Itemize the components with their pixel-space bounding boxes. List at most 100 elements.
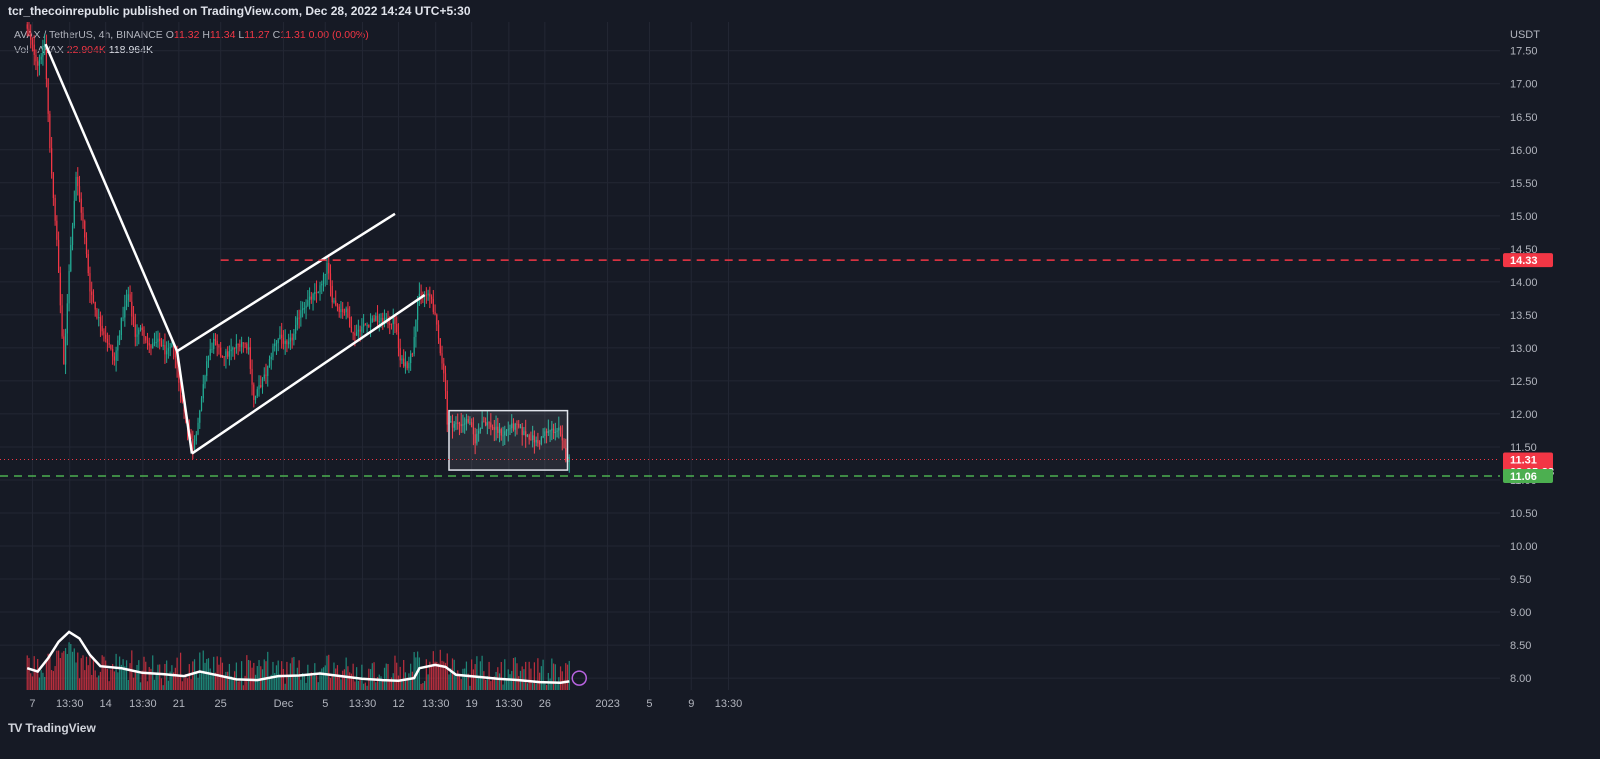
volume-bar bbox=[37, 658, 39, 690]
volume-bar bbox=[56, 650, 58, 690]
volume-bar bbox=[458, 675, 461, 690]
y-tick-label: 9.00 bbox=[1510, 607, 1531, 619]
channel-upper-line bbox=[176, 212, 396, 353]
volume-bar bbox=[181, 681, 183, 690]
candle-body bbox=[211, 349, 213, 351]
volume-bar bbox=[357, 681, 359, 690]
volume-label[interactable]: Vol · AVAX bbox=[14, 44, 64, 56]
candle-body bbox=[457, 422, 459, 424]
time-axis[interactable]: 7 13:30 14 13:30 21 25 Dec 5 13:30 12 13:30 19 13:30… bbox=[29, 698, 742, 710]
candle-body bbox=[417, 298, 419, 320]
volume-bar bbox=[240, 661, 243, 690]
candle-body bbox=[57, 239, 60, 273]
volume-bar bbox=[282, 668, 285, 690]
volume-bar bbox=[192, 661, 194, 690]
volume-bar bbox=[162, 685, 164, 690]
y-tick-label: 16.00 bbox=[1510, 145, 1538, 157]
volume-bar bbox=[533, 662, 536, 690]
open-label: O bbox=[165, 29, 174, 41]
candle-body bbox=[441, 353, 443, 364]
candle-body bbox=[479, 428, 481, 431]
volume-bar bbox=[366, 685, 368, 690]
candle-body bbox=[66, 303, 68, 334]
x-tick-label: 25 bbox=[215, 698, 227, 710]
candle-body bbox=[45, 44, 48, 80]
volume-bar bbox=[173, 672, 175, 690]
tradingview-logo[interactable]: TV TradingView bbox=[8, 721, 96, 735]
volume-bar bbox=[44, 676, 46, 690]
candle-body bbox=[540, 437, 542, 444]
candle-body bbox=[87, 254, 89, 274]
candle-body bbox=[251, 368, 253, 385]
volume-bar bbox=[263, 659, 265, 690]
candle-body bbox=[481, 421, 483, 429]
volume-bar bbox=[188, 664, 190, 690]
candle-body bbox=[521, 426, 523, 435]
candle-body bbox=[282, 338, 285, 344]
candle-body bbox=[204, 375, 206, 385]
volume-bar bbox=[105, 660, 107, 690]
price-chart[interactable]: 8.008.509.009.5010.0010.5011.0011.5012.0… bbox=[0, 22, 1600, 719]
volume-bar bbox=[552, 663, 555, 690]
candle-body bbox=[289, 337, 292, 342]
y-tick-label: 15.50 bbox=[1510, 178, 1538, 190]
candle-body bbox=[366, 325, 368, 327]
candle-body bbox=[254, 395, 257, 400]
tradingview-logo-icon: TV bbox=[8, 721, 22, 735]
volume-bar bbox=[270, 674, 272, 690]
volume-bar bbox=[101, 655, 103, 690]
volume-bar bbox=[328, 654, 330, 690]
candle-body bbox=[453, 423, 455, 428]
x-tick-label: 5 bbox=[322, 698, 328, 710]
candle-body bbox=[307, 300, 309, 306]
candle-body bbox=[319, 285, 321, 293]
volume-bar bbox=[518, 676, 520, 690]
volume-bar bbox=[408, 673, 410, 690]
candle-body bbox=[476, 433, 478, 444]
candle-body bbox=[207, 355, 210, 362]
candle-body bbox=[382, 317, 384, 325]
volume-bar bbox=[493, 676, 495, 690]
y-tick-label: 17.50 bbox=[1510, 46, 1538, 58]
candle-body bbox=[530, 439, 532, 441]
candle-body bbox=[274, 343, 276, 347]
volume-bar bbox=[530, 668, 532, 690]
candle-body bbox=[420, 293, 422, 295]
volume-bar bbox=[331, 674, 333, 690]
volume-bar bbox=[244, 675, 246, 690]
candle-body bbox=[331, 285, 333, 303]
candle-body bbox=[124, 306, 126, 318]
volume-bar bbox=[443, 661, 445, 690]
candle-body bbox=[526, 435, 529, 437]
candle-body bbox=[157, 338, 159, 343]
candle-body bbox=[80, 198, 82, 213]
volume-bar bbox=[559, 666, 562, 690]
symbol-title[interactable]: AVAX / TetherUS, 4h, BINANCE bbox=[14, 29, 163, 41]
candle-body bbox=[105, 334, 107, 339]
price-axis[interactable]: 8.008.509.009.5010.0010.5011.0011.5012.0… bbox=[1510, 29, 1540, 685]
volume-bar bbox=[120, 664, 122, 690]
volume-bar bbox=[488, 661, 490, 690]
volume-bar bbox=[399, 666, 401, 690]
volume-bar bbox=[288, 676, 290, 690]
volume-bar bbox=[64, 648, 67, 690]
volume-bar bbox=[106, 668, 109, 690]
candle-body bbox=[493, 427, 495, 430]
volume-bar bbox=[30, 673, 32, 690]
candle-body bbox=[429, 293, 431, 297]
candle-body bbox=[101, 325, 103, 332]
candle-body bbox=[129, 294, 131, 302]
volume-bar bbox=[422, 683, 424, 690]
candle-body bbox=[242, 342, 244, 344]
close-label: C bbox=[272, 29, 281, 41]
candle-body bbox=[403, 358, 405, 367]
candle-body bbox=[73, 200, 75, 226]
candle-body bbox=[308, 296, 311, 301]
price-badge bbox=[1503, 469, 1553, 484]
candle-body bbox=[315, 291, 318, 293]
volume-bar bbox=[242, 685, 244, 690]
candle-body bbox=[234, 347, 236, 349]
volume-bar bbox=[237, 681, 239, 690]
volume-bar bbox=[73, 648, 75, 690]
candle-body bbox=[246, 343, 248, 350]
